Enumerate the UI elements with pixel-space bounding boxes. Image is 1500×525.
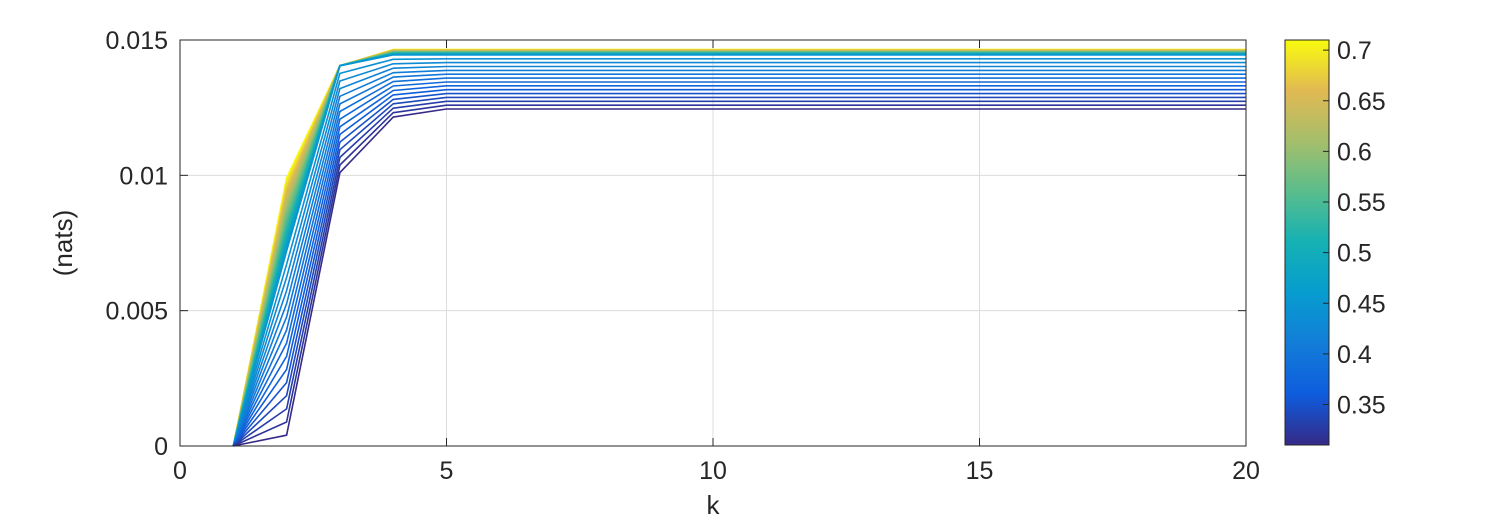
grid <box>180 40 1246 446</box>
colorbar-tick-label: 0.6 <box>1337 138 1372 166</box>
y-tick-label: 0 <box>154 433 168 461</box>
colorbar-tick-label: 0.35 <box>1337 392 1386 420</box>
series-line <box>232 88 1246 447</box>
y-axis-label: (nats) <box>48 210 78 276</box>
colorbar-tick-label: 0.7 <box>1337 37 1372 65</box>
colorbar-tick-label: 0.4 <box>1337 341 1372 369</box>
series-line <box>232 81 1246 447</box>
series-group <box>232 48 1246 447</box>
x-axis-label: k <box>707 490 721 520</box>
colorbar-tick-label: 0.5 <box>1337 240 1372 268</box>
series-line <box>232 58 1246 447</box>
series-line <box>232 85 1246 447</box>
x-tick-label: 0 <box>173 457 187 485</box>
series-line <box>232 92 1246 447</box>
x-tick-label: 20 <box>1232 457 1260 485</box>
x-axis: 0 5 10 15 20 <box>173 40 1260 485</box>
series-line <box>232 77 1246 447</box>
y-axis: 0 0.005 0.01 0.015 <box>105 27 1246 461</box>
x-tick-label: 10 <box>699 457 727 485</box>
colorbar-tick-label: 0.65 <box>1337 88 1386 116</box>
series-line <box>232 96 1246 447</box>
x-tick-label: 15 <box>966 457 994 485</box>
colorbar <box>1284 39 1330 446</box>
series-line <box>232 65 1246 447</box>
series-line <box>232 54 1246 447</box>
colorbar-ticks: 0.35 0.4 0.45 0.5 0.55 0.6 0.65 0.7 <box>1323 37 1386 420</box>
colorbar-tick-label: 0.55 <box>1337 189 1386 217</box>
colorbar-tick-label: 0.45 <box>1337 290 1386 318</box>
y-tick-label: 0.005 <box>105 298 168 326</box>
series-line <box>232 69 1246 447</box>
series-line <box>232 100 1246 447</box>
series-line <box>232 73 1246 447</box>
series-line <box>232 61 1246 447</box>
series-line <box>233 108 1246 447</box>
x-tick-label: 5 <box>440 457 454 485</box>
series-line <box>232 104 1246 447</box>
y-tick-label: 0.015 <box>105 27 168 55</box>
y-tick-label: 0.01 <box>119 162 168 190</box>
